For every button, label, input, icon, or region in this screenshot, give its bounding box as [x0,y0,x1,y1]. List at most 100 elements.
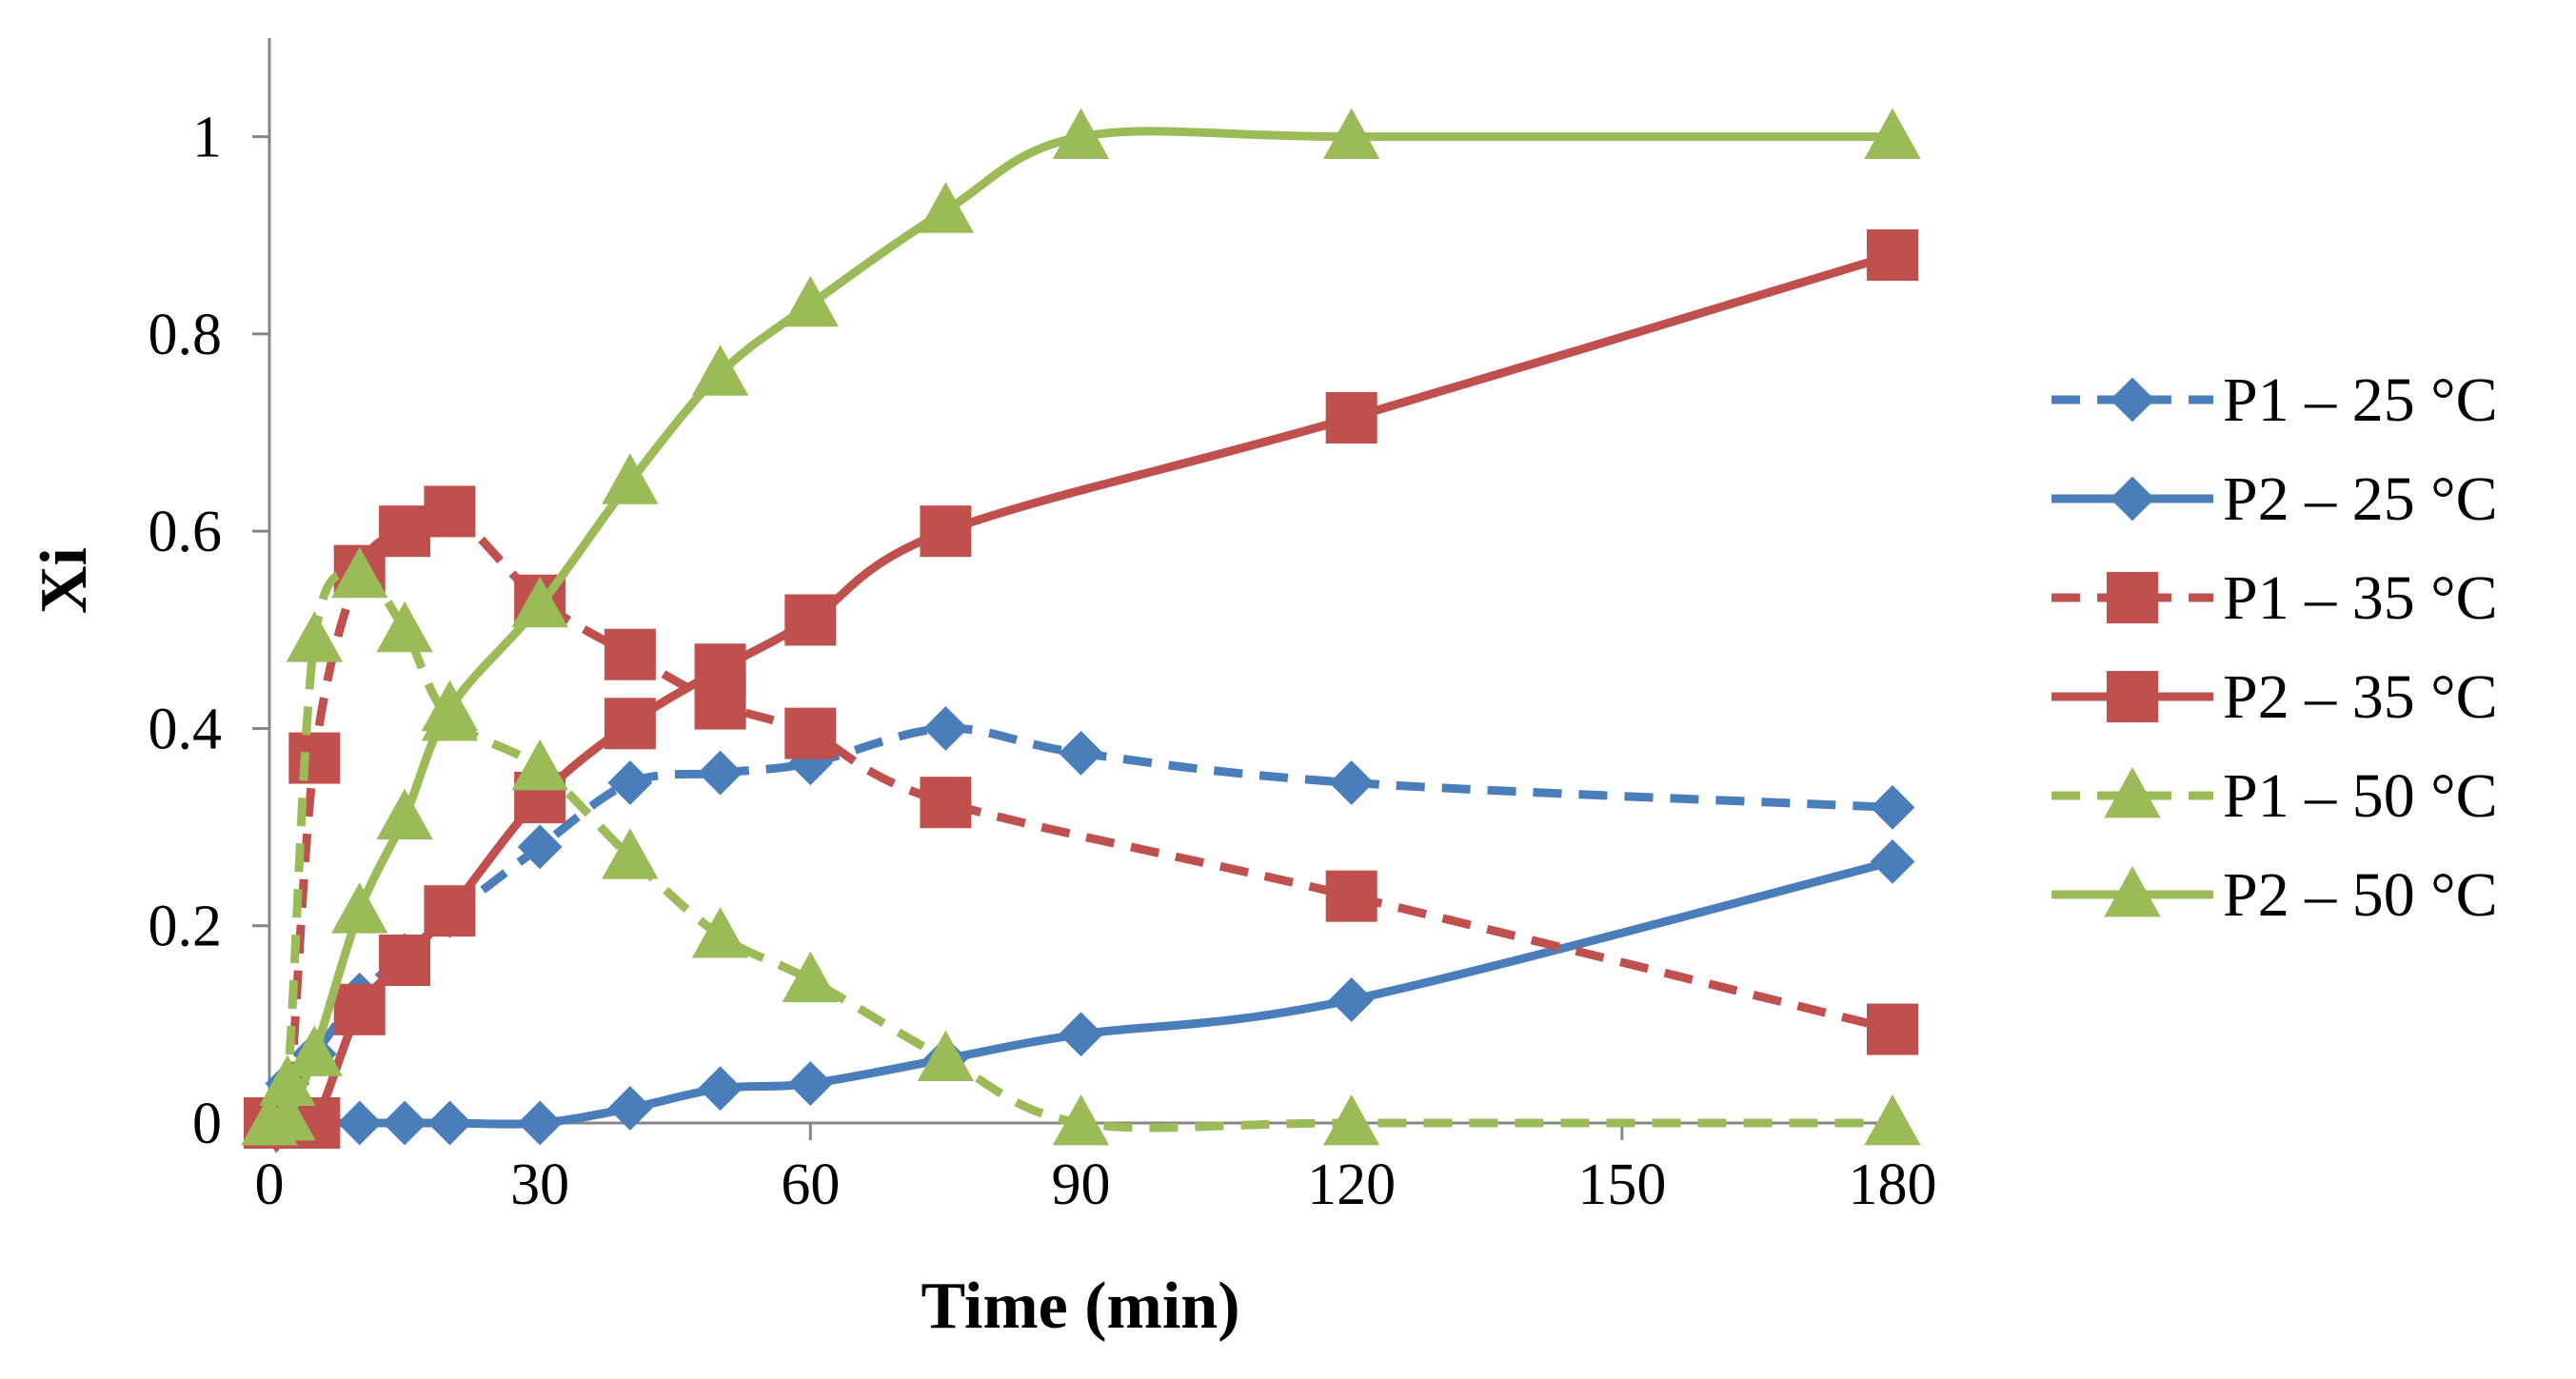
data-point [1867,1003,1918,1055]
legend-label: P1 – 50 °C [2223,761,2498,831]
x-tick-label: 90 [1052,1152,1111,1217]
legend-item-p2-35-c[interactable]: P2 – 35 °C [2051,662,2498,732]
data-point [379,505,431,558]
data-point [517,1100,563,1146]
data-point [784,707,837,759]
legend-label: P2 – 25 °C [2223,464,2498,534]
y-tick-label: 0.6 [149,500,223,564]
data-point [1059,730,1103,776]
data-point [787,1061,833,1106]
y-tick-label: 0.4 [149,697,223,761]
legend-marker [2107,572,2158,623]
series-p1-50-c [241,546,1921,1146]
data-point [1329,760,1375,805]
data-point [698,750,743,796]
x-tick-label: 30 [510,1152,569,1217]
data-point [917,1030,975,1082]
data-point [331,546,388,599]
x-ticks: 0 30 60 90 120 150 180 [255,1123,1937,1217]
data-point [1864,1093,1921,1146]
data-point [517,824,563,870]
data-point [920,777,972,829]
y-tick-label: 0 [192,1092,222,1156]
x-tick-label: 180 [1849,1152,1937,1217]
legend-item-p1-50-c[interactable]: P1 – 50 °C [2051,761,2498,831]
data-point [920,505,972,558]
series-line [265,569,1892,1135]
data-point [607,760,653,805]
data-point [691,907,749,958]
legend-label: P2 – 35 °C [2223,662,2498,732]
data-point [286,1025,344,1076]
data-point [694,643,746,696]
y-tick-label: 0.2 [149,895,223,959]
data-point [286,611,344,662]
data-point [511,739,568,791]
data-point [604,628,656,680]
series-p2-50-c [241,108,1921,1146]
legend-marker [2104,865,2161,917]
legend-item-p2-25-c[interactable]: P2 – 25 °C [2051,464,2498,534]
x-tick-label: 150 [1577,1152,1666,1217]
legend-marker [2104,766,2161,818]
y-tick-label: 0.8 [149,303,223,367]
data-point [1325,392,1377,443]
data-point [784,594,837,646]
data-point [782,951,840,1003]
y-tick-label: 1 [192,106,222,170]
x-axis-title: Time (min) [921,1270,1239,1343]
data-point [923,706,968,751]
legend-item-p1-25-c[interactable]: P1 – 25 °C [2051,365,2498,435]
legend-marker [2107,671,2158,722]
data-point [382,1100,427,1146]
series-p2-35-c [244,229,1918,1149]
x-tick-label: 60 [781,1152,840,1217]
x-tick-label: 120 [1307,1152,1396,1217]
data-point [602,828,659,879]
legend[interactable]: P1 – 25 °C P2 – 25 °C P1 – 35 °C P2 – 35 °C… [2051,365,2498,930]
data-point [1867,229,1918,281]
series-line [269,857,1894,1129]
data-point [379,935,431,986]
data-point [691,345,749,396]
series [241,108,1921,1154]
data-point [421,680,479,732]
data-point [602,453,659,504]
axis-titles: Time (min) Xi [28,547,1240,1343]
data-point [1870,838,1915,884]
data-point [1864,108,1921,160]
series-line [269,250,1894,1136]
legend-item-p1-35-c[interactable]: P1 – 35 °C [2051,563,2498,633]
data-point [1325,870,1377,922]
data-point [427,1100,472,1146]
data-point [782,275,840,327]
data-point [259,1089,316,1141]
y-ticks: 0 0.2 0.4 0.6 0.8 1 [149,106,269,1156]
legend-label: P1 – 25 °C [2223,365,2498,435]
data-point [331,882,388,934]
data-point [288,732,341,784]
data-point [1052,108,1110,160]
data-point [1322,1093,1380,1146]
data-point [333,983,386,1035]
data-point [376,601,433,653]
data-point [1329,977,1375,1022]
data-point [337,1100,383,1146]
data-point [604,698,656,750]
x-tick-label: 0 [255,1152,285,1217]
y-axis-title: Xi [28,547,101,614]
legend-item-p2-50-c[interactable]: P2 – 50 °C [2051,860,2498,930]
series-line [265,503,1894,1154]
data-point [1322,108,1380,160]
data-point [424,485,476,538]
legend-marker [2110,377,2155,423]
data-point [424,885,476,937]
data-point [917,182,975,233]
data-point [607,1086,653,1131]
data-point [1052,1093,1110,1146]
data-point [1870,784,1915,830]
legend-marker [2110,476,2155,522]
data-point [698,1066,743,1112]
